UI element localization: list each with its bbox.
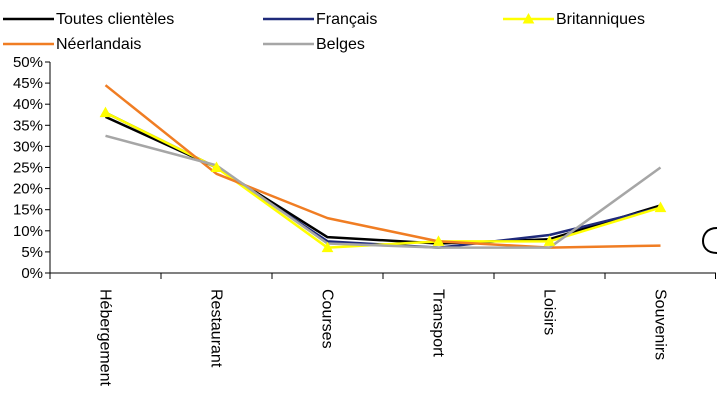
y-tick-label: 5% xyxy=(21,244,43,261)
x-category-label: Hébergement xyxy=(97,289,114,387)
cropped-annotation-shape xyxy=(703,228,717,253)
y-tick-label: 40% xyxy=(13,96,43,113)
legend: Toutes clientèles Français Britanniques Née… xyxy=(3,11,645,53)
x-axis: Hébergement Restaurant Courses Transport Loi… xyxy=(50,273,716,387)
legend-label: Britanniques xyxy=(556,11,645,28)
y-tick-label: 30% xyxy=(13,138,43,155)
x-category-label: Souvenirs xyxy=(652,289,669,360)
y-tick-label: 25% xyxy=(13,160,43,177)
legend-label: Français xyxy=(316,11,377,28)
legend-label: Toutes clientèles xyxy=(56,11,174,28)
series-line-0 xyxy=(106,117,661,244)
series-lines xyxy=(106,85,661,247)
series-line-3 xyxy=(106,85,661,247)
y-tick-label: 50% xyxy=(13,54,43,71)
y-axis: 50% 45% 40% 35% 30% 25% 20% 15% 10% 5% 0% xyxy=(13,54,50,282)
legend-label: Néerlandais xyxy=(56,36,141,53)
y-tick-label: 15% xyxy=(13,202,43,219)
y-tick-label: 45% xyxy=(13,75,43,92)
series-marker-point xyxy=(101,108,111,117)
y-tick-label: 20% xyxy=(13,181,43,198)
x-category-label: Restaurant xyxy=(208,289,225,368)
x-category-label: Courses xyxy=(319,289,336,349)
x-category-label: Transport xyxy=(430,289,447,357)
x-category-label: Loisirs xyxy=(541,289,558,335)
y-tick-label: 35% xyxy=(13,117,43,134)
legend-label: Belges xyxy=(316,36,365,53)
y-tick-label: 10% xyxy=(13,223,43,240)
y-tick-label: 0% xyxy=(21,265,43,282)
